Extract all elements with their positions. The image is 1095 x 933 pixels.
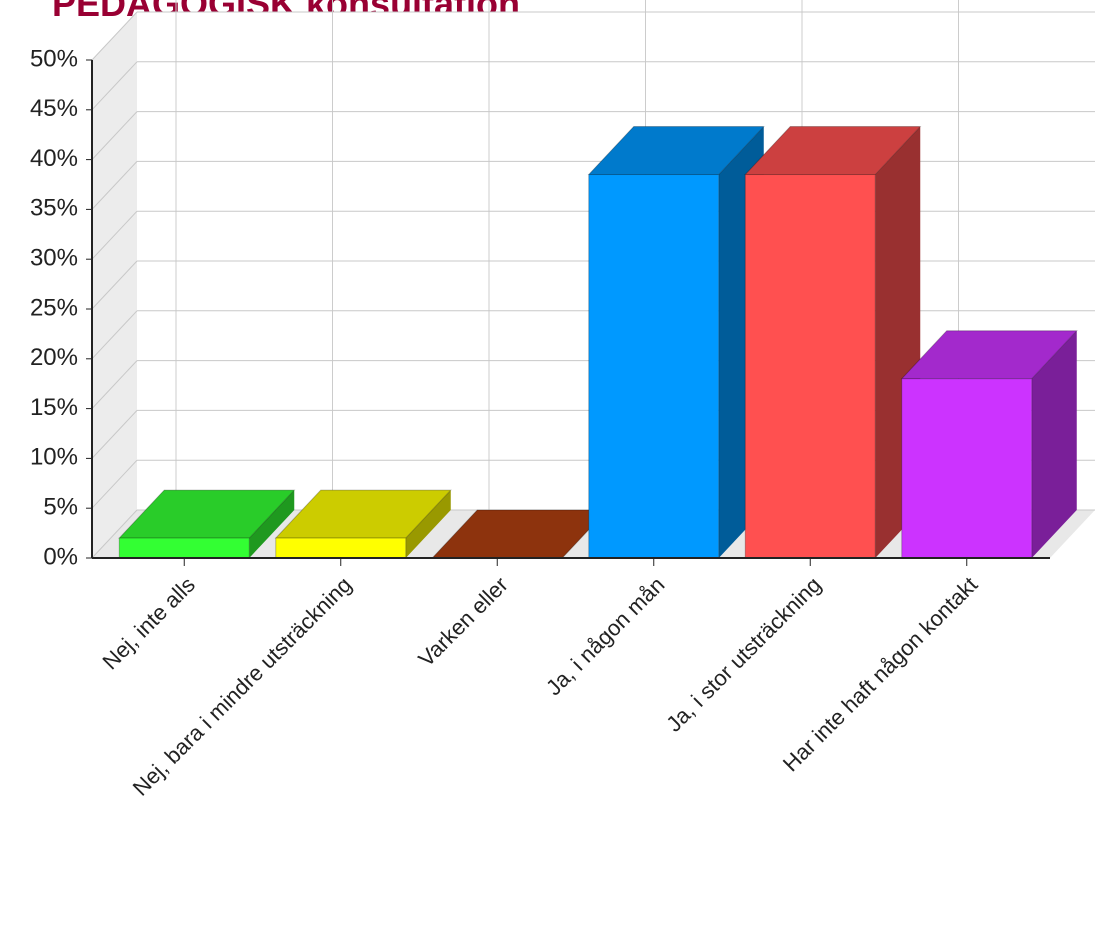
bar bbox=[118, 537, 250, 559]
bar bbox=[901, 378, 1033, 559]
y-tick-label: 45% bbox=[30, 95, 78, 122]
y-tick-label: 15% bbox=[30, 394, 78, 421]
grid-line bbox=[91, 459, 138, 509]
grid-line bbox=[91, 61, 138, 111]
y-tick-label: 50% bbox=[30, 45, 78, 72]
grid-line bbox=[91, 111, 138, 160]
bar-side bbox=[405, 490, 451, 558]
grid-line bbox=[91, 210, 138, 260]
grid-line bbox=[91, 161, 138, 210]
bar bbox=[744, 174, 876, 559]
grid-line bbox=[91, 260, 138, 310]
y-tick-label: 40% bbox=[30, 145, 78, 172]
grid-line bbox=[91, 11, 138, 61]
y-tick-label: 5% bbox=[43, 494, 78, 521]
bar-side bbox=[249, 490, 295, 558]
grid-line bbox=[91, 410, 138, 459]
y-tick-label: 10% bbox=[30, 444, 78, 471]
bar bbox=[588, 174, 720, 559]
bar-side bbox=[1031, 330, 1077, 558]
y-tick-label: 0% bbox=[43, 543, 78, 570]
y-tick-label: 25% bbox=[30, 294, 78, 321]
y-tick-label: 35% bbox=[30, 195, 78, 222]
y-tick-label: 30% bbox=[30, 245, 78, 272]
grid-line bbox=[91, 360, 138, 409]
grid-line bbox=[91, 509, 138, 559]
bar bbox=[275, 537, 407, 559]
y-tick-label: 20% bbox=[30, 344, 78, 371]
grid-line bbox=[91, 310, 138, 360]
